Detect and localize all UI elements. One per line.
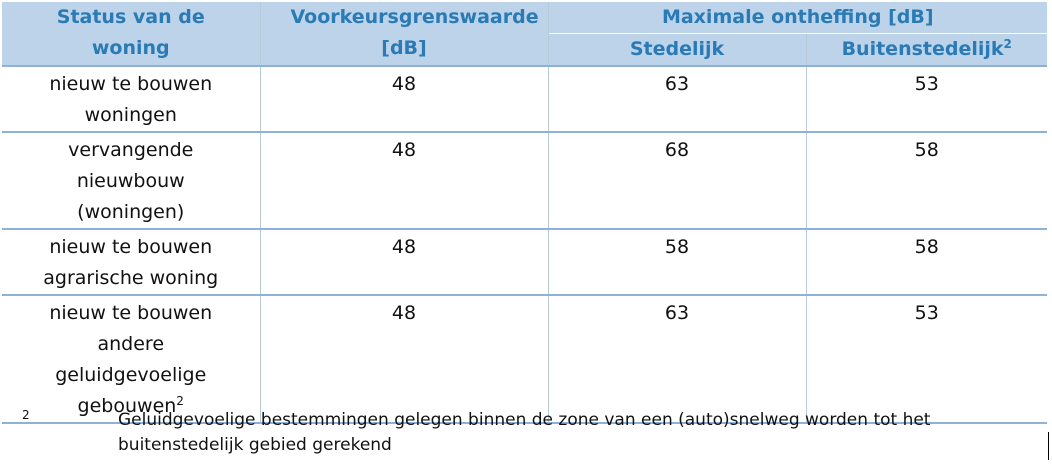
cell-stedelijk: 63 — [547, 65, 807, 132]
page-edge-line — [1048, 432, 1049, 460]
cell-buitenstedelijk: 58 — [805, 131, 1047, 229]
table-row: vervangende nieuwbouw (woningen) 48 68 5… — [2, 131, 1047, 229]
header-voorkeursgrenswaarde: Voorkeursgrenswaarde [dB] — [259, 2, 549, 66]
cell-status: vervangende nieuwbouw (woningen) — [2, 131, 261, 229]
header-voorkeur-label: Voorkeursgrenswaarde [dB] — [290, 6, 539, 59]
header-stedelijk-label: Stedelijk — [629, 38, 725, 60]
header-stedelijk: Stedelijk — [548, 33, 807, 66]
header-status: Status van de woning — [2, 2, 261, 66]
status-text: nieuw te bouwen andere geluidgevoelige g… — [49, 302, 213, 417]
cell-buitenstedelijk: 53 — [805, 65, 1047, 132]
noise-limits-table: Status van de woning Voorkeursgrenswaard… — [2, 2, 1047, 424]
header-buitenstedelijk: Buitenstedelijk2 — [805, 33, 1047, 66]
header-buiten-footnote-ref: 2 — [1003, 37, 1012, 51]
cell-voorkeur: 48 — [259, 294, 549, 424]
cell-buitenstedelijk: 53 — [805, 294, 1047, 424]
table-row: nieuw te bouwen agrarische woning 48 58 … — [2, 228, 1047, 295]
table-row: nieuw te bouwen andere geluidgevoelige g… — [2, 294, 1047, 424]
footnote-number: 2 — [22, 408, 30, 422]
cell-stedelijk: 68 — [547, 131, 807, 229]
status-text: nieuw te bouwen agrarische woning — [43, 236, 219, 289]
cell-voorkeur: 48 — [259, 228, 549, 295]
cell-status: nieuw te bouwen woningen — [2, 65, 261, 132]
cell-voorkeur: 48 — [259, 65, 549, 132]
table-row: nieuw te bouwen woningen 48 63 53 — [2, 65, 1047, 132]
header-buiten-label: Buitenstedelijk — [841, 38, 1004, 60]
status-footnote-ref: 2 — [176, 394, 184, 408]
header-maximale-ontheffing: Maximale ontheffing [dB] — [547, 2, 1047, 34]
status-text: nieuw te bouwen woningen — [49, 73, 213, 126]
cell-buitenstedelijk: 58 — [805, 228, 1047, 295]
cell-voorkeur: 48 — [259, 131, 549, 229]
cell-stedelijk: 58 — [547, 228, 807, 295]
footnote-text: Geluidgevoelige bestemmingen gelegen bin… — [118, 410, 931, 455]
header-max-label: Maximale ontheffing [dB] — [661, 6, 934, 28]
cell-status: nieuw te bouwen andere geluidgevoelige g… — [2, 294, 261, 424]
cell-status: nieuw te bouwen agrarische woning — [2, 228, 261, 295]
header-status-label: Status van de woning — [56, 6, 205, 59]
cell-stedelijk: 63 — [547, 294, 807, 424]
status-text: vervangende nieuwbouw (woningen) — [68, 139, 194, 223]
